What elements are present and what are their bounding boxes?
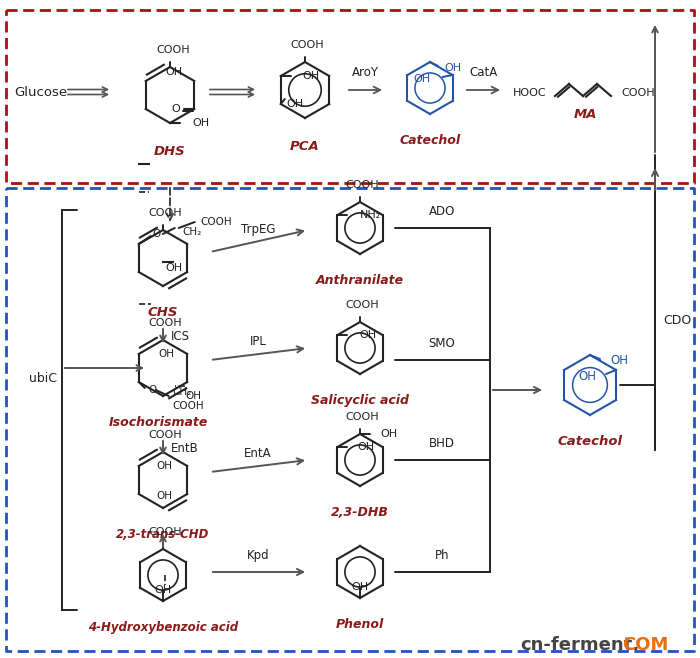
Text: 4-Hydroxybenzoic acid: 4-Hydroxybenzoic acid xyxy=(88,621,238,634)
Text: COOH: COOH xyxy=(621,88,654,98)
Text: COOH: COOH xyxy=(156,45,190,55)
Text: OH: OH xyxy=(159,349,175,359)
Text: OH: OH xyxy=(165,67,182,77)
Text: Anthranilate: Anthranilate xyxy=(316,274,404,287)
Text: OH: OH xyxy=(303,71,320,81)
Text: Kpd: Kpd xyxy=(246,549,270,562)
Text: OH: OH xyxy=(185,391,201,401)
Text: AroY: AroY xyxy=(351,66,379,79)
Text: DHS: DHS xyxy=(154,145,186,158)
Text: SMO: SMO xyxy=(428,337,456,350)
Text: COOH: COOH xyxy=(173,401,204,411)
Text: PCA: PCA xyxy=(290,140,320,153)
Text: OH: OH xyxy=(155,585,172,595)
Text: Phenol: Phenol xyxy=(336,618,384,631)
Text: CH₂: CH₂ xyxy=(183,227,202,237)
Text: ubiC: ubiC xyxy=(29,372,57,384)
Text: OH: OH xyxy=(414,74,430,84)
Text: Ph: Ph xyxy=(435,549,449,562)
Text: IPL: IPL xyxy=(250,335,267,348)
Text: EntA: EntA xyxy=(244,447,272,460)
Text: EntB: EntB xyxy=(171,442,199,455)
Text: COOH: COOH xyxy=(290,40,324,50)
Text: CatA: CatA xyxy=(469,66,497,79)
Text: OH: OH xyxy=(610,355,628,368)
Text: OH: OH xyxy=(578,370,596,382)
Text: OH: OH xyxy=(157,491,173,501)
Text: COOH: COOH xyxy=(148,318,182,328)
Text: O: O xyxy=(149,385,157,395)
Text: OH: OH xyxy=(192,118,209,128)
Text: COOH: COOH xyxy=(148,430,182,440)
Text: COOH: COOH xyxy=(201,217,232,227)
Text: CH₂: CH₂ xyxy=(173,387,192,397)
Text: Catechol: Catechol xyxy=(400,134,461,147)
Text: cn-ferment.: cn-ferment. xyxy=(520,636,639,654)
Text: 2,3-DHB: 2,3-DHB xyxy=(331,506,389,519)
Text: Catechol: Catechol xyxy=(557,435,622,448)
Text: O: O xyxy=(172,104,180,114)
Text: COM: COM xyxy=(622,636,668,654)
Text: OH: OH xyxy=(287,99,304,109)
Text: COOH: COOH xyxy=(345,412,379,422)
Text: BHD: BHD xyxy=(429,437,455,450)
Text: Salicyclic acid: Salicyclic acid xyxy=(311,394,409,407)
Text: MA: MA xyxy=(573,108,596,121)
Text: OH: OH xyxy=(351,582,369,592)
Text: CDO: CDO xyxy=(663,313,692,326)
Text: COOH: COOH xyxy=(148,208,182,218)
Text: OH: OH xyxy=(165,263,182,273)
Text: COOH: COOH xyxy=(345,180,379,190)
Text: OH: OH xyxy=(157,461,173,471)
Text: OH: OH xyxy=(444,63,461,73)
Text: OH: OH xyxy=(360,330,377,340)
Text: NH₂: NH₂ xyxy=(360,210,381,220)
Text: Glucose: Glucose xyxy=(14,86,67,99)
Text: ICS: ICS xyxy=(171,330,190,343)
Text: OH: OH xyxy=(380,429,397,439)
Text: O: O xyxy=(153,229,161,239)
Text: HOOC: HOOC xyxy=(513,88,547,98)
Text: COOH: COOH xyxy=(148,527,182,537)
Text: ADO: ADO xyxy=(429,205,455,218)
Text: CHS: CHS xyxy=(148,306,178,319)
Text: Isochorismate: Isochorismate xyxy=(108,416,208,429)
Text: TrpEG: TrpEG xyxy=(241,223,275,236)
Text: 2,3-trans-CHD: 2,3-trans-CHD xyxy=(116,528,210,541)
Text: OH: OH xyxy=(358,442,374,452)
Text: COOH: COOH xyxy=(345,300,379,310)
